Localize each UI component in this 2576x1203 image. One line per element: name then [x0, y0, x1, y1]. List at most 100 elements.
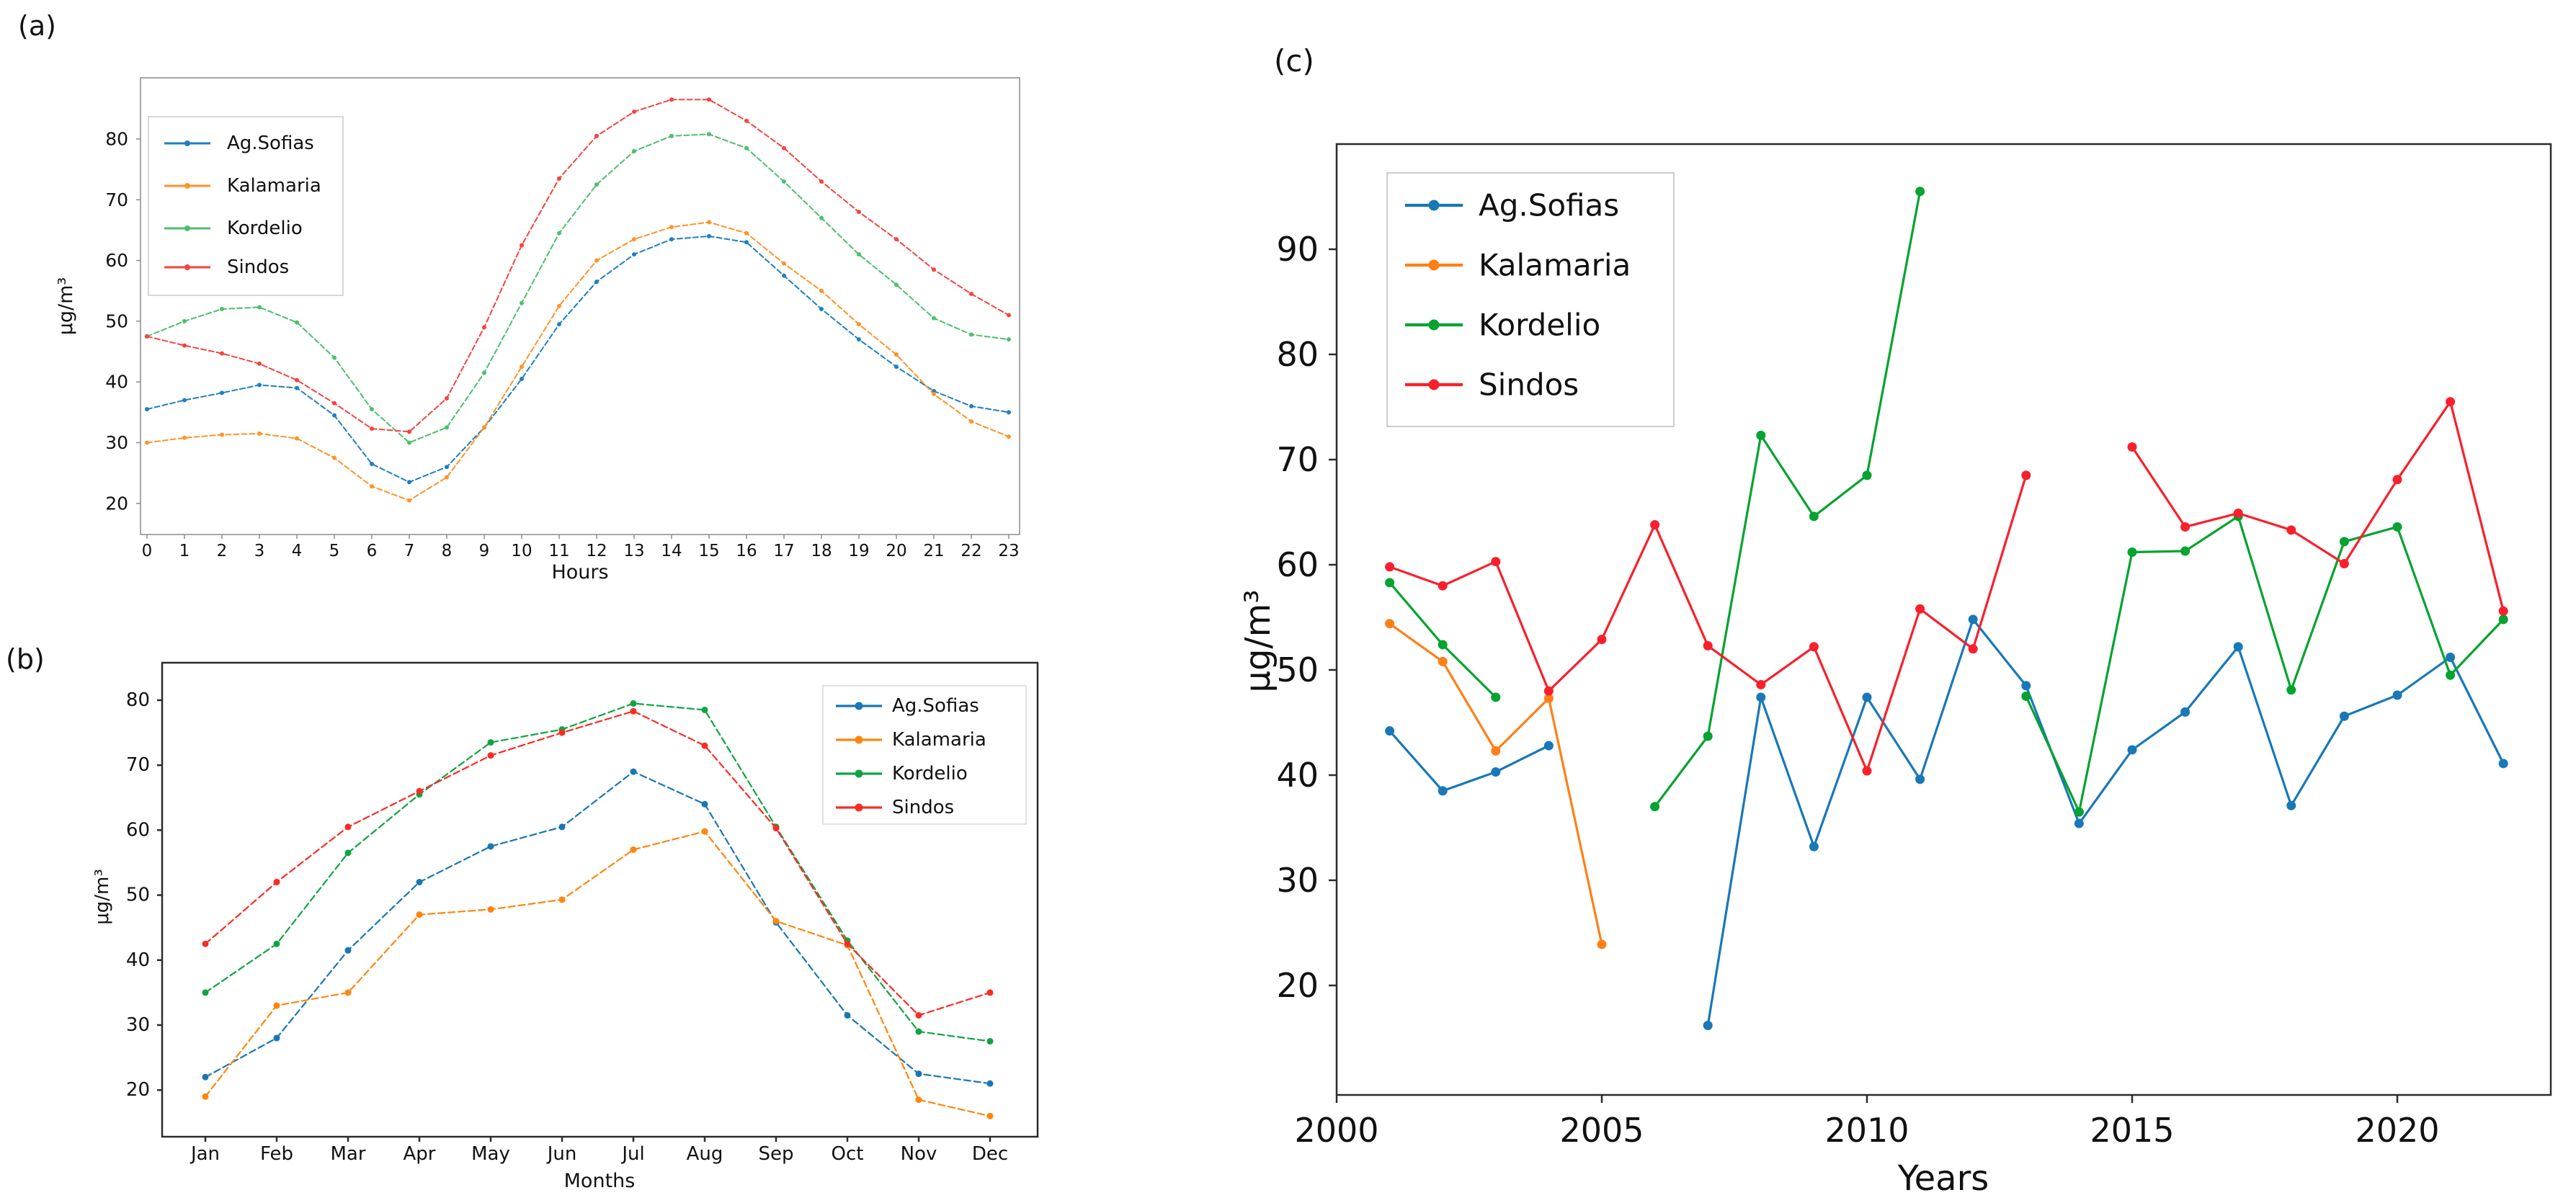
- x-tick-label: Aug: [687, 1143, 723, 1165]
- data-point-marker: [257, 431, 262, 436]
- x-tick-label: Mar: [330, 1143, 365, 1165]
- data-point-marker: [1968, 614, 1978, 625]
- legend-a: Ag.Sofias Kalamaria Kordelio Sindos: [148, 116, 344, 296]
- data-point-marker: [894, 282, 899, 287]
- y-tick-label: 80: [1276, 335, 1319, 374]
- series-line: [1389, 618, 2505, 1027]
- x-tick-label: 11: [548, 542, 569, 560]
- data-point-marker: [857, 322, 861, 327]
- x-tick-label: 2000: [1294, 1111, 1378, 1150]
- x-tick-label: 17: [773, 542, 794, 560]
- data-point-marker: [407, 440, 411, 445]
- data-point-marker: [2339, 537, 2349, 547]
- data-point-marker: [1491, 746, 1501, 756]
- data-point-marker: [295, 436, 299, 441]
- data-point-marker: [257, 305, 262, 310]
- data-point-marker: [701, 707, 708, 714]
- data-point-marker: [819, 179, 824, 184]
- legend-b: Ag.Sofias Kalamaria Kordelio Sindos: [822, 685, 1027, 825]
- y-tick-label: 40: [1276, 756, 1319, 795]
- data-point-marker: [707, 132, 711, 137]
- data-point-marker: [2286, 685, 2296, 695]
- data-point-marker: [894, 237, 899, 242]
- x-tick-label: 12: [586, 542, 607, 560]
- data-point-marker: [1385, 562, 1395, 572]
- data-point-marker: [1915, 774, 1925, 784]
- x-tick-label: 18: [811, 542, 832, 560]
- data-point-marker: [932, 392, 936, 397]
- legend-marker: [1428, 319, 1440, 331]
- y-tick-label: 20: [105, 493, 128, 514]
- data-point-marker: [1385, 726, 1395, 736]
- x-tick-label: 16: [736, 542, 757, 560]
- legend-label: Kordelio: [1479, 308, 1600, 343]
- legend-marker: [855, 735, 863, 744]
- data-point-marker: [2233, 508, 2243, 518]
- data-point-marker: [2127, 442, 2137, 452]
- data-point-marker: [1007, 337, 1011, 342]
- data-point-marker: [257, 361, 262, 366]
- x-tick-label: 2015: [2090, 1111, 2174, 1150]
- data-point-marker: [182, 318, 187, 323]
- data-point-marker: [370, 484, 374, 489]
- data-point-marker: [594, 258, 599, 263]
- data-point-marker: [772, 825, 780, 832]
- x-axis-a: 0 1 2 3 4 5 6 7 8 9 10 11 12 13 14 15 16 17 18 19 20 21 22 23: [142, 535, 1020, 560]
- data-point-marker: [1438, 656, 1448, 666]
- data-point-marker: [558, 729, 566, 736]
- data-point-marker: [2286, 525, 2296, 535]
- data-point-marker: [1862, 692, 1872, 702]
- y-axis-a: 20 30 40 50 60 70 80: [105, 129, 141, 514]
- x-tick-label: 3: [254, 542, 265, 560]
- x-tick-label: 8: [442, 542, 453, 560]
- data-point-marker: [2446, 397, 2456, 407]
- x-tick-label: 9: [479, 542, 490, 560]
- data-point-marker: [630, 700, 637, 707]
- data-point-marker: [782, 146, 786, 151]
- y-tick-label: 50: [1276, 650, 1319, 689]
- data-point-marker: [1007, 313, 1011, 318]
- data-point-marker: [557, 231, 561, 236]
- series-sindos: [1385, 397, 2508, 776]
- data-point-marker: [2233, 642, 2243, 652]
- data-point-marker: [2339, 711, 2349, 721]
- data-point-marker: [370, 426, 374, 431]
- data-point-marker: [594, 133, 599, 138]
- data-point-marker: [1915, 187, 1925, 197]
- y-tick-label: 50: [105, 310, 128, 331]
- data-point-marker: [182, 435, 187, 440]
- legend-marker: [184, 225, 190, 231]
- legend-label: Kalamaria: [227, 175, 321, 197]
- data-point-marker: [2021, 692, 2031, 701]
- x-tick-label: 15: [698, 542, 719, 560]
- x-tick-label: 5: [329, 542, 340, 560]
- data-point-marker: [2498, 759, 2508, 769]
- data-point-marker: [1756, 679, 1766, 689]
- data-point-marker: [1703, 1020, 1713, 1030]
- data-point-marker: [407, 498, 411, 503]
- data-point-marker: [220, 351, 224, 356]
- legend-marker: [855, 803, 863, 812]
- data-point-marker: [744, 231, 749, 236]
- x-axis-c: 2000 2005 2010 2015 2020: [1294, 1095, 2440, 1150]
- x-tick-label: 23: [998, 542, 1019, 560]
- data-point-marker: [707, 97, 711, 102]
- data-point-marker: [2392, 475, 2402, 485]
- data-point-marker: [701, 800, 708, 808]
- data-point-marker: [1491, 692, 1501, 702]
- data-point-marker: [594, 182, 599, 187]
- data-point-marker: [273, 940, 280, 947]
- x-tick-label: 20: [886, 542, 906, 560]
- x-tick-label: 2005: [1559, 1111, 1644, 1150]
- data-point-marker: [2392, 690, 2402, 700]
- legend-label: Ag.Sofias: [1479, 188, 1619, 223]
- y-tick-label: 60: [1276, 545, 1319, 584]
- data-point-marker: [632, 109, 636, 115]
- data-point-marker: [915, 1096, 922, 1104]
- legend-marker: [184, 183, 190, 189]
- data-point-marker: [445, 475, 449, 480]
- data-point-marker: [844, 1011, 851, 1019]
- x-tick-label: 0: [142, 542, 153, 560]
- data-point-marker: [707, 220, 711, 225]
- data-point-marker: [445, 465, 449, 470]
